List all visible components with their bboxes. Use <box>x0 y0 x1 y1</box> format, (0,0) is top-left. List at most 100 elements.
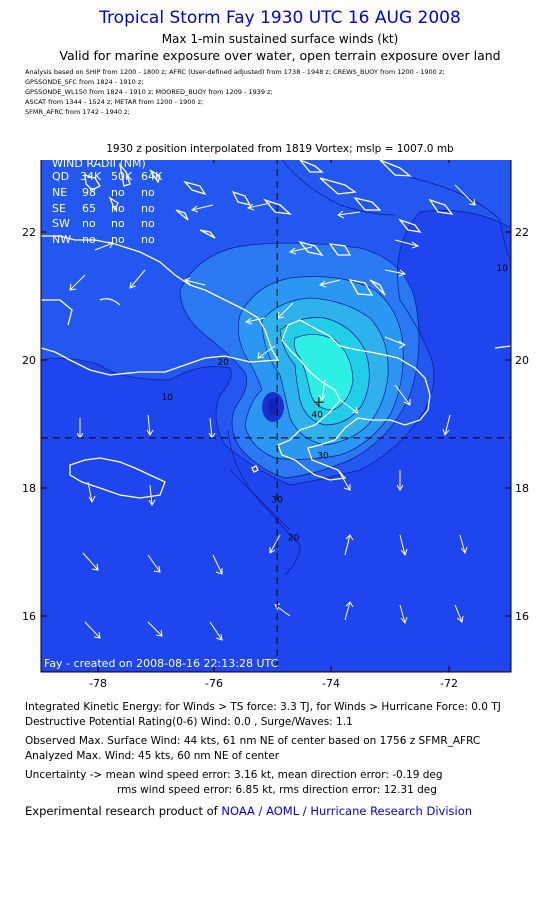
contour-label: 30 <box>271 495 283 505</box>
wind-radii-cell: no <box>111 186 125 199</box>
wind-radii-cell: no <box>82 233 96 246</box>
lat-tick-left: 20 <box>22 354 36 367</box>
contour-label: 20 <box>217 358 229 368</box>
contour-labels: 10 10 20 30 40 30 20 <box>162 264 509 543</box>
wind-radii-header: 34K <box>80 170 102 183</box>
wind-arrow <box>442 414 451 437</box>
wind-vectors <box>69 184 476 641</box>
wind-radii-cell: NE <box>52 186 67 199</box>
contour-label: 30 <box>317 451 329 461</box>
wind-arrow <box>339 399 359 414</box>
subtitle: Max 1-min sustained surface winds (kt) <box>161 32 399 46</box>
axis-ticks <box>41 160 511 672</box>
wind-arrow <box>129 269 146 289</box>
wind-radii-cell: no <box>141 233 155 246</box>
wind-arrow <box>384 269 407 277</box>
lon-tick-bottom: -78 <box>89 677 107 690</box>
wind-arrow <box>454 604 464 623</box>
wind-arrow <box>394 239 420 249</box>
analysis-line: Analysis based on SHIP from 1200 - 1800 … <box>25 68 445 76</box>
validity-note: Valid for marine exposure over water, op… <box>59 48 501 63</box>
lon-tick-bottom: -76 <box>205 677 223 690</box>
wind-arrow <box>344 601 354 621</box>
analyzed-max-line: Analyzed Max. Wind: 45 kts, 60 nm NE of … <box>25 750 280 762</box>
wind-radii-header: 50K <box>111 170 133 183</box>
contour-label: 20 <box>288 533 300 543</box>
uncertainty-line: Uncertainty -> mean wind speed error: 3.… <box>25 769 443 781</box>
wind-arrow <box>344 534 354 556</box>
wind-arrow <box>212 554 223 575</box>
wind-arrow <box>246 202 271 211</box>
storm-center-marker <box>313 397 324 408</box>
wind-arrow <box>277 302 294 319</box>
hrd-link[interactable]: NOAA / AOML / Hurricane Research Divisio… <box>221 804 473 818</box>
wind-arrow <box>399 534 408 557</box>
wind-radii-cell: NW <box>52 233 71 246</box>
wind-arrow <box>147 554 161 573</box>
lat-tick-left: 22 <box>22 226 36 239</box>
analysis-line: GPSSONDE_WL150 from 1824 - 1910 z; MOORE… <box>25 88 273 96</box>
analysis-line: ASCAT from 1344 - 1524 z; METAR from 120… <box>25 98 204 106</box>
wind-arrow <box>288 246 313 255</box>
interpolation-note: 1930 z position interpolated from 1819 V… <box>106 143 454 155</box>
map-credit: Fay - created on 2008-08-16 22:13:28 UTC <box>44 657 279 670</box>
wind-arrow <box>337 210 361 219</box>
wind-arrow <box>269 534 281 554</box>
wind-radii-cell: no <box>82 217 96 230</box>
wind-arrow <box>148 484 156 506</box>
contour-lines <box>41 160 511 576</box>
dpr-line: Destructive Potential Rating(0-6) Wind: … <box>25 716 353 728</box>
lat-tick-left: 16 <box>22 610 36 623</box>
wind-arrow <box>459 534 468 555</box>
lat-tick-right: 18 <box>515 482 529 495</box>
analysis-line: SFMR_AFRC from 1742 - 1940 z; <box>25 108 130 116</box>
wind-arrow <box>244 317 266 325</box>
analysis-line: GPSSONDE_SFC from 1824 - 1910 z; <box>25 78 144 86</box>
lat-tick-right: 16 <box>515 610 529 623</box>
credit-prefix: Experimental research product of <box>25 804 218 818</box>
lat-tick-right: 20 <box>515 354 529 367</box>
wind-radii-header: QD <box>52 170 69 183</box>
page-title: Tropical Storm Fay 1930 UTC 16 AUG 2008 <box>99 8 461 28</box>
lon-tick-bottom: -74 <box>322 677 340 690</box>
contour-label: 10 <box>162 393 174 403</box>
wind-arrow <box>454 184 476 206</box>
map-plot-area: 10 10 20 30 40 30 20 WIND RADII (NM) QD 34K 50… <box>41 160 511 672</box>
wind-radii-title: WIND RADII (NM) <box>52 160 146 170</box>
wind-radii-header: 64K <box>141 170 163 183</box>
wind-arrow <box>190 204 214 213</box>
wind-arrow <box>87 481 96 504</box>
lon-tick-bottom: -72 <box>440 677 458 690</box>
wind-arrow <box>394 384 411 406</box>
wind-radii-table: WIND RADII (NM) QD 34K 50K 64K NE 98 no … <box>52 160 163 246</box>
wind-arrow <box>69 274 86 291</box>
coastlines <box>41 160 511 499</box>
wind-radii-cell: no <box>141 186 155 199</box>
wind-arrow <box>84 621 101 639</box>
wind-arrow <box>318 379 326 401</box>
ike-line: Integrated Kinetic Energy: for Winds > T… <box>25 701 501 713</box>
wind-arrow <box>384 336 406 349</box>
contour-label: 40 <box>311 410 323 420</box>
wind-arrow <box>82 552 99 571</box>
wind-arrow <box>94 241 114 251</box>
wind-radii-cell: 98 <box>82 186 96 199</box>
wind-radii-cell: 65 <box>82 202 96 215</box>
wind-arrow <box>146 414 154 436</box>
wind-arrow <box>396 470 404 491</box>
lat-tick-left: 18 <box>22 482 36 495</box>
wind-radii-cell: SE <box>52 202 66 215</box>
wind-arrow <box>257 345 276 359</box>
wind-arrow <box>318 279 341 288</box>
uncertainty-rms-line: rms wind speed error: 6.85 kt, rms direc… <box>117 784 437 796</box>
low-wind-core <box>268 399 278 415</box>
wind-arrow <box>209 621 223 641</box>
position-crosshair <box>41 160 511 672</box>
wind-arrow <box>337 469 351 491</box>
wind-arrow <box>399 604 408 625</box>
wind-arrow <box>184 277 206 286</box>
wind-radii-cell: no <box>141 217 155 230</box>
lat-tick-right: 22 <box>515 226 529 239</box>
credit-line: Experimental research product of NOAA / … <box>25 804 472 818</box>
wind-core <box>294 334 353 410</box>
